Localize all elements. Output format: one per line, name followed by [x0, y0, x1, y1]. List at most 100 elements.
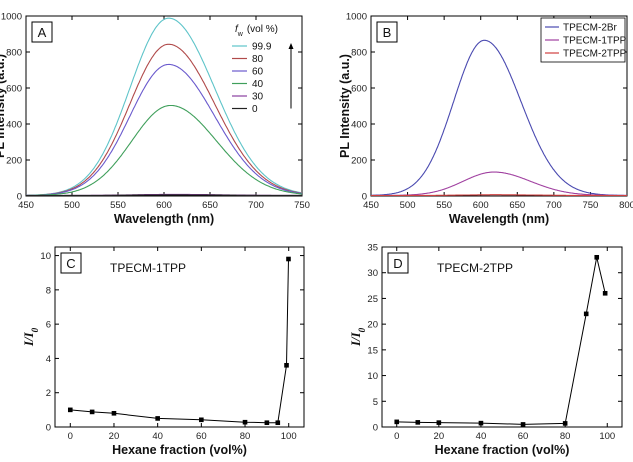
y-tick-label: 800 — [6, 48, 22, 59]
y-tick-label: 15 — [367, 345, 378, 356]
panel-letter: C — [66, 256, 75, 271]
panel-letter-box — [60, 252, 82, 274]
panel-letter-box — [376, 21, 398, 43]
x-tick-label: 700 — [248, 200, 264, 211]
y-tick-label: 600 — [351, 84, 367, 95]
y-tick-label: 1000 — [1, 12, 22, 23]
y-tick-label: 4 — [46, 354, 51, 365]
x-tick-label: 750 — [582, 200, 598, 211]
y-tick-label: 5 — [373, 397, 378, 408]
x-tick-label: 20 — [434, 431, 445, 442]
data-point — [89, 409, 95, 415]
x-tick-label: 0 — [68, 431, 73, 442]
data-point — [264, 420, 270, 426]
y-tick-label: 400 — [351, 120, 367, 131]
panel-letter-box — [31, 21, 53, 43]
x-tick-label: 650 — [509, 200, 525, 211]
legend-label: TPECM-1TPP — [563, 36, 627, 47]
panel-b: 450 500 550 600 650 700 750 800 0 200 400 600 800 100… — [338, 12, 633, 227]
x-tick-label: 600 — [473, 200, 489, 211]
data-point — [286, 256, 291, 262]
data-point — [394, 419, 400, 425]
x-tick-label: 100 — [281, 431, 297, 442]
y-tick-label: 200 — [351, 156, 367, 167]
legend-title: fw (vol %) — [235, 24, 278, 38]
y-axis-label: PL Intensity (a.u.) — [338, 54, 352, 158]
x-tick-label: 40 — [152, 431, 163, 442]
y-tick-label: 0 — [373, 423, 378, 434]
legend-label: TPECM-2TPP — [563, 49, 627, 60]
x-tick-label: 60 — [196, 431, 207, 442]
y-axis-label: I/I0 — [21, 327, 40, 347]
series-line-0 — [26, 194, 302, 196]
x-tick-label: 80 — [240, 431, 251, 442]
y-tick-label: 0 — [362, 192, 367, 203]
x-tick-label: 700 — [546, 200, 562, 211]
data-point — [199, 417, 204, 423]
panel-a: 450 500 550 600 650 700 75002004006008001000Wa… — [0, 12, 310, 227]
series-line-99-9 — [26, 17, 302, 196]
x-tick-label: 550 — [110, 200, 126, 211]
legend-label: TPECM-2Br — [563, 23, 618, 34]
panel-d: 0 20 40 60 80 100 0 5 10 15 20 25 30 35 Hexane fractio… — [348, 243, 623, 457]
legend-label: 30 — [252, 92, 264, 103]
data-point — [284, 362, 289, 368]
x-axis-label: Wavelength (nm) — [114, 212, 214, 226]
y-tick-label: 8 — [46, 285, 51, 296]
y-tick-label: 800 — [351, 48, 367, 59]
data-point — [155, 416, 160, 421]
inner-title: TPECM-1TPP — [110, 261, 186, 275]
x-tick-label: 20 — [109, 431, 120, 442]
series-line-tpecm-1tpp — [371, 171, 627, 196]
data-point — [520, 422, 526, 427]
panel-letter: D — [393, 256, 402, 271]
x-tick-label: 450 — [363, 200, 379, 211]
x-tick-label: 0 — [394, 431, 399, 442]
series-line-60 — [26, 63, 302, 196]
data-line — [396, 257, 606, 425]
y-tick-label: 10 — [40, 251, 51, 262]
y-tick-label: 25 — [367, 294, 378, 305]
data-point — [111, 410, 117, 416]
y-tick-label: 10 — [367, 371, 378, 382]
y-axis-label: PL Intensity (a.u.) — [0, 54, 7, 158]
x-axis-label: Hexane fraction (vol%) — [112, 443, 247, 457]
data-point — [415, 420, 421, 425]
panel-letter: A — [38, 25, 47, 40]
y-tick-label: 600 — [6, 84, 22, 95]
x-tick-label: 650 — [202, 200, 218, 211]
x-tick-label: 80 — [560, 431, 571, 442]
x-axis-label: Hexane fraction (vol%) — [435, 443, 570, 457]
data-point — [602, 290, 608, 296]
x-tick-label: 500 — [400, 200, 416, 211]
x-tick-label: 800 — [619, 200, 633, 211]
data-point — [242, 419, 248, 425]
y-tick-label: 6 — [46, 320, 51, 331]
series-line-80 — [26, 43, 302, 196]
plot-frame — [381, 246, 623, 428]
data-point — [583, 311, 589, 317]
x-tick-label: 600 — [156, 200, 172, 211]
plot-frame — [54, 246, 305, 428]
y-tick-label: 35 — [367, 243, 378, 254]
data-line — [70, 258, 289, 424]
y-tick-label: 20 — [367, 320, 378, 331]
x-tick-label: 40 — [476, 431, 487, 442]
inner-title: TPECM-2TPP — [437, 261, 513, 275]
x-tick-label: 550 — [436, 200, 452, 211]
data-point — [478, 420, 484, 426]
y-tick-label: 30 — [367, 268, 378, 279]
plot-frame — [370, 15, 628, 197]
y-tick-label: 200 — [6, 156, 22, 167]
legend-label: 80 — [252, 54, 264, 65]
x-tick-label: 450 — [18, 200, 34, 211]
y-tick-label: 0 — [46, 423, 51, 434]
data-point — [562, 421, 568, 426]
x-axis-label: Wavelength (nm) — [449, 212, 549, 226]
data-point — [594, 254, 600, 260]
legend-label: 99.9 — [252, 42, 272, 53]
series-line-tpecm-2tpp — [371, 194, 627, 196]
series-line-40 — [26, 104, 302, 196]
data-point — [436, 420, 442, 425]
